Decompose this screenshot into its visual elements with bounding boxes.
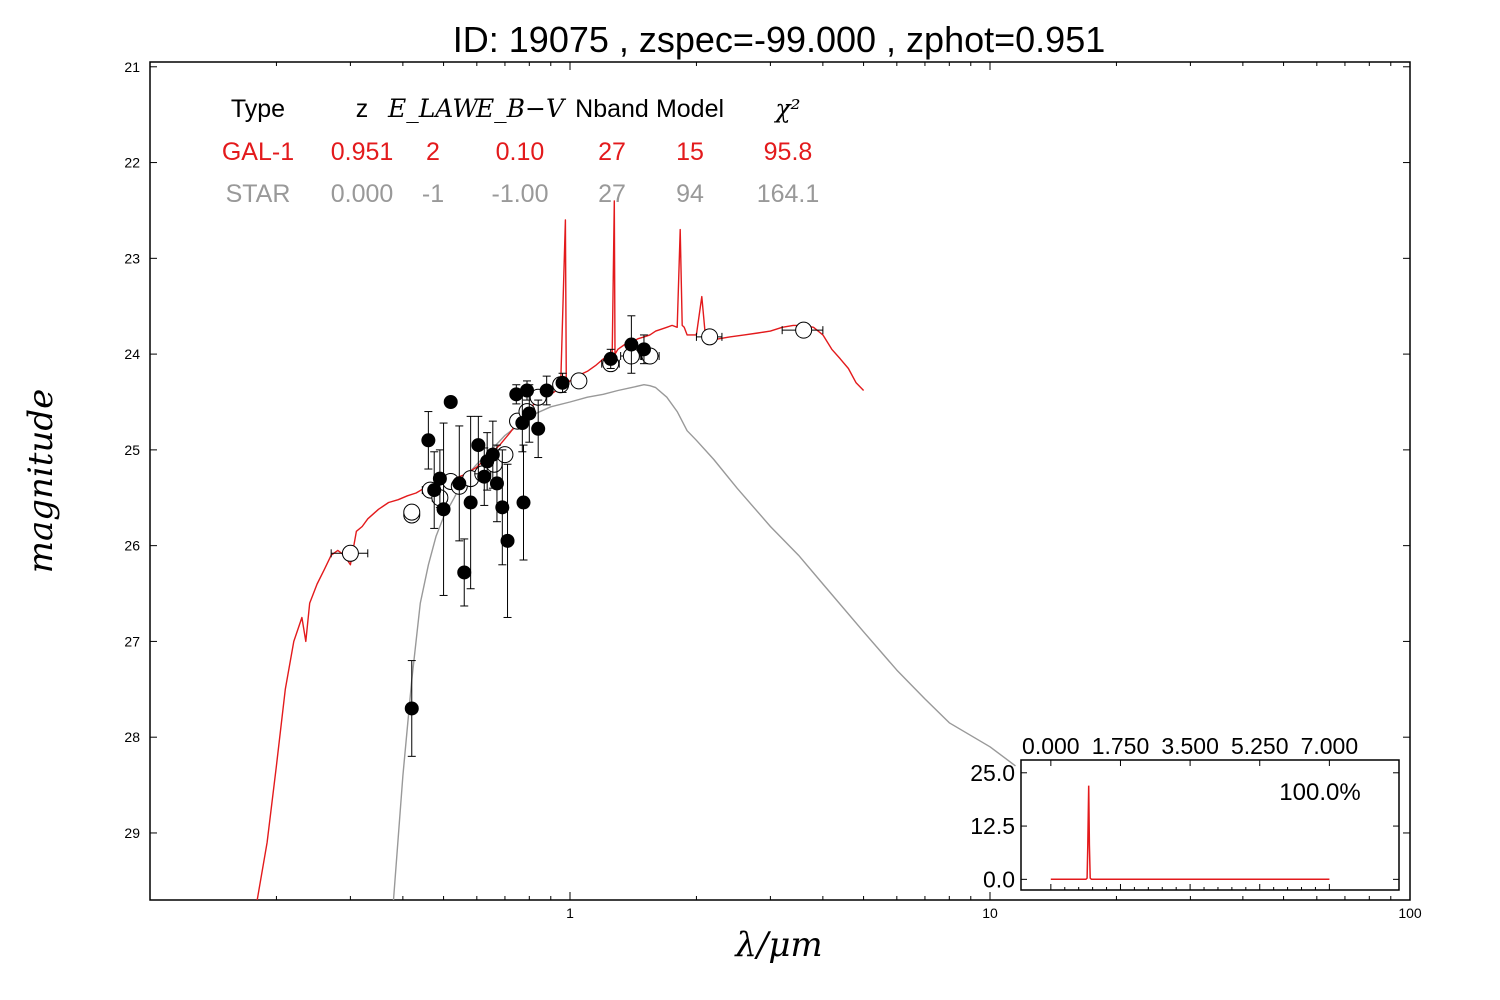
photometry-point-filled [516, 444, 531, 561]
fit-table-cell: 15 [676, 138, 704, 166]
photometry-point-filled [443, 394, 458, 409]
inset-x-tick-label: 0.000 [1022, 733, 1080, 759]
fit-table-cell: -1.00 [492, 180, 549, 208]
inset-probability-label: 100.0% [1279, 779, 1360, 806]
x-axis-label: λ/μm [733, 925, 822, 965]
photometry-point-filled [427, 451, 442, 529]
inset-y-tick-label: 0.0 [983, 866, 1015, 892]
photometry-point-filled [603, 348, 618, 369]
photometry-points [330, 315, 824, 757]
inset-pdf-line [1050, 785, 1330, 881]
inset-axes: 0.000 1.750 3.500 5.250 7.000 0.0 12.5 25.0 [970, 733, 1399, 892]
y-tick-label: 25 [124, 442, 140, 458]
fit-table-cell: 0.951 [331, 138, 394, 166]
fit-table-header: Type [231, 95, 285, 123]
inset-y-tick-label: 12.5 [970, 813, 1015, 839]
sed-plot: 21 22 23 24 25 26 27 28 29 1 10 100 Type z E_LAWE_B−… [124, 59, 1421, 921]
photometry-point-open [570, 372, 588, 390]
photometry-point-filled [495, 449, 510, 566]
x-tick-label: 1 [566, 905, 574, 921]
photometry-point-filled [522, 384, 537, 443]
y-tick-label: 23 [124, 250, 140, 266]
inset-y-tick-label: 25.0 [970, 760, 1015, 786]
photometry-point-filled [531, 399, 546, 459]
x-axis: 1 10 100 [275, 62, 1422, 921]
y-axis-label: magnitude [21, 389, 61, 574]
photometry-point-filled [636, 334, 651, 365]
photometry-point-open [330, 544, 369, 562]
fit-table-cell: 95.8 [764, 138, 813, 166]
inset-x-tick-label: 1.750 [1092, 733, 1150, 759]
photometry-point-filled [436, 422, 451, 596]
y-axis: 21 22 23 24 25 26 27 28 29 [124, 59, 1410, 841]
photometry-point-filled [485, 420, 500, 489]
x-tick-label: 10 [982, 905, 998, 921]
inset-x-tick-label: 3.500 [1161, 733, 1219, 759]
fit-table-header: χ² [773, 94, 800, 123]
y-tick-label: 24 [124, 346, 140, 362]
fit-table-header: E_LAW [387, 94, 480, 123]
figure-title: ID: 19075 , zspec=-99.000 , zphot=0.951 [453, 19, 1105, 60]
inset-pdf-curve [1050, 785, 1330, 881]
fit-table-cell: STAR [226, 180, 291, 208]
fit-table-cell: 0.000 [331, 180, 394, 208]
redshift-pdf-inset: 0.000 1.750 3.500 5.250 7.000 0.0 12.5 25.0 100… [970, 733, 1400, 892]
fit-table-cell: 27 [598, 180, 626, 208]
photometry-point-filled [500, 463, 515, 618]
fit-table-cell: GAL-1 [222, 138, 294, 166]
photometry-point-filled [463, 415, 478, 590]
fit-table-header: Nband [575, 95, 649, 123]
y-tick-label: 27 [124, 633, 140, 649]
fit-table-cell: 164.1 [757, 180, 820, 208]
fit-table-header: Model [656, 95, 724, 123]
y-tick-label: 21 [124, 59, 140, 75]
photometry-point-filled [520, 380, 535, 401]
photometry-point-filled [421, 411, 436, 470]
photometry-point-open [781, 321, 824, 339]
y-tick-label: 22 [124, 155, 140, 171]
y-tick-label: 29 [124, 825, 140, 841]
y-tick-label: 26 [124, 538, 140, 554]
fit-table-header: z [356, 95, 369, 123]
photometry-point-filled [404, 660, 419, 757]
photometry-point-filled [624, 315, 639, 374]
photometry-point-filled [539, 375, 554, 406]
photometry-point-filled [555, 372, 570, 393]
inset-x-tick-label: 5.250 [1231, 733, 1289, 759]
inset-frame [1020, 759, 1400, 891]
fit-table-cell: 94 [676, 180, 704, 208]
fit-table-cell: 2 [426, 138, 440, 166]
photometry-point-open [403, 503, 421, 521]
inset-x-tick-label: 7.000 [1301, 733, 1359, 759]
photometry-point-open [695, 328, 723, 346]
fit-table-cell: -1 [422, 180, 444, 208]
y-tick-label: 28 [124, 729, 140, 745]
fit-table-cell: 0.10 [496, 138, 545, 166]
x-tick-label: 100 [1398, 905, 1422, 921]
fit-table-header: E_B−V [475, 94, 567, 123]
photometry-point-filled [452, 425, 467, 542]
fit-table-cell: 27 [598, 138, 626, 166]
